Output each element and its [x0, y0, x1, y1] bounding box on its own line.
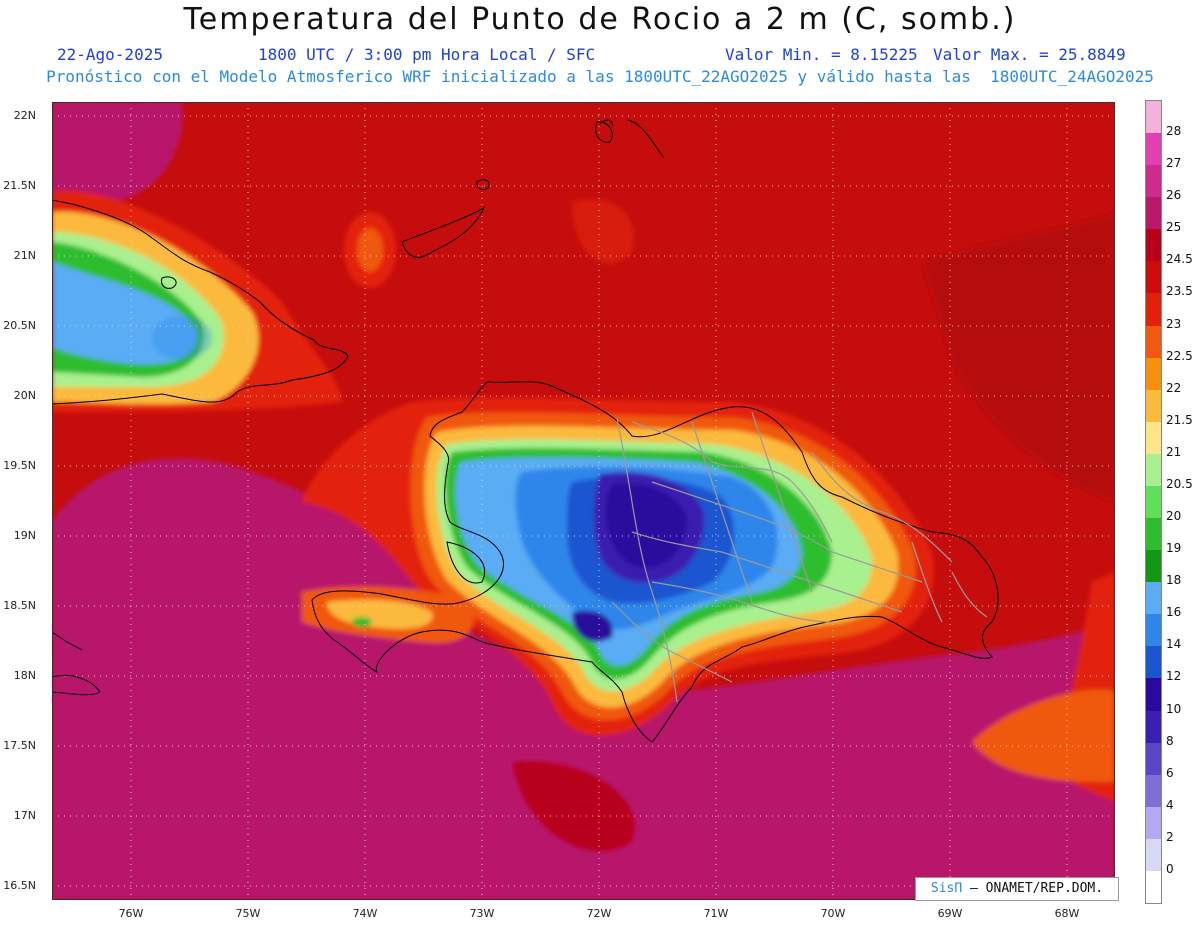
colorbar-swatch	[1146, 389, 1161, 423]
graticule	[52, 102, 1115, 900]
colorbar-swatch	[1146, 646, 1161, 679]
credit-org: – ONAMET/REP.DOM.	[962, 881, 1104, 896]
colorbar-swatch	[1146, 742, 1161, 776]
colorbar-label: 21	[1166, 444, 1182, 459]
lon-label: 68W	[1054, 907, 1080, 920]
colorbar-label: 14	[1166, 637, 1182, 652]
colorbar-swatch	[1146, 838, 1161, 872]
colorbar-swatch	[1146, 582, 1161, 615]
colorbar-label: 20	[1166, 509, 1182, 524]
colorbar-label: 16	[1166, 605, 1182, 620]
colorbar-swatch	[1146, 165, 1161, 198]
colorbar-swatch	[1146, 550, 1161, 583]
colorbar-swatch	[1146, 485, 1161, 519]
colorbar-swatch	[1146, 229, 1161, 262]
colorbar-label: 19	[1166, 541, 1182, 556]
forecast-date: 22-Ago-2025	[57, 45, 163, 64]
colorbar-swatch	[1146, 293, 1161, 327]
lon-label: 76W	[118, 907, 144, 920]
colorbar-label: 6	[1166, 765, 1174, 780]
colorbar-label: 22	[1166, 380, 1182, 395]
lat-label: 17N	[13, 809, 36, 822]
colorbar-label: 10	[1166, 701, 1182, 716]
colorbar-label: 23	[1166, 316, 1182, 331]
lat-label: 20.5N	[3, 319, 36, 332]
colorbar-swatch	[1146, 678, 1161, 712]
colorbar-label: 4	[1166, 797, 1174, 812]
lat-label: 19.5N	[3, 459, 36, 472]
colorbar-label: 21.5	[1166, 412, 1193, 427]
coastline	[52, 119, 999, 743]
lat-label: 17.5N	[3, 739, 36, 752]
colorbar-swatch	[1146, 197, 1161, 230]
colorbar-swatch	[1146, 806, 1161, 840]
lon-label: 70W	[820, 907, 846, 920]
colorbar-swatch	[1146, 518, 1161, 551]
lat-label: 21N	[13, 249, 36, 262]
lat-label: 22N	[13, 109, 36, 122]
colorbar-swatch	[1146, 357, 1161, 391]
lat-label: 20N	[13, 389, 36, 402]
credit-brand: SisΠ	[930, 881, 963, 896]
lon-label: 72W	[586, 907, 612, 920]
colorbar-label: 28	[1166, 124, 1182, 139]
colorbar-label: 26	[1166, 188, 1182, 203]
colorbar-label: 24.5	[1166, 252, 1193, 267]
colorbar-label: 22.5	[1166, 348, 1193, 363]
colorbar-swatch	[1146, 453, 1161, 487]
colorbar-label: 2	[1166, 829, 1174, 844]
map-title: Temperatura del Punto de Rocio a 2 m (C,…	[183, 2, 1017, 37]
lon-label: 73W	[469, 907, 495, 920]
colorbar-swatch	[1146, 101, 1161, 134]
credit-box: SisΠ – ONAMET/REP.DOM.	[915, 877, 1119, 901]
lat-label: 18N	[13, 669, 36, 682]
colorbar-label: 0	[1166, 861, 1174, 876]
lat-label: 21.5N	[3, 179, 36, 192]
colorbar-swatch	[1146, 261, 1161, 294]
min-value: Valor Min. = 8.15225	[725, 45, 918, 64]
colorbar-label: 27	[1166, 156, 1182, 171]
colorbar-swatch	[1146, 774, 1161, 808]
colorbar-label: 12	[1166, 669, 1182, 684]
colorbar-swatch	[1146, 710, 1161, 744]
colorbar-label: 23.5	[1166, 284, 1193, 299]
colorbar-swatch	[1146, 870, 1161, 904]
lon-label: 69W	[937, 907, 963, 920]
forecast-subtitle: Pronóstico con el Modelo Atmosferico WRF…	[46, 67, 1154, 86]
colorbar-label: 18	[1166, 573, 1182, 588]
lat-label: 19N	[13, 529, 36, 542]
lon-label: 75W	[235, 907, 261, 920]
colorbar-swatch	[1146, 325, 1161, 359]
colorbar-swatch	[1146, 421, 1161, 455]
lon-label: 71W	[703, 907, 729, 920]
colorbar-swatch	[1146, 133, 1161, 166]
colorbar-label: 8	[1166, 733, 1174, 748]
colorbar-label: 25	[1166, 220, 1182, 235]
colorbar-label: 20.5	[1166, 476, 1193, 491]
colorbar	[1145, 100, 1162, 904]
province-borders	[611, 411, 988, 703]
colorbar-swatch	[1146, 614, 1161, 647]
dewpoint-map[interactable]	[52, 102, 1115, 900]
lat-label: 18.5N	[3, 599, 36, 612]
max-value: Valor Max. = 25.8849	[933, 45, 1126, 64]
lon-label: 74W	[352, 907, 378, 920]
forecast-time: 1800 UTC / 3:00 pm Hora Local / SFC	[258, 45, 596, 64]
lat-label: 16.5N	[3, 879, 36, 892]
